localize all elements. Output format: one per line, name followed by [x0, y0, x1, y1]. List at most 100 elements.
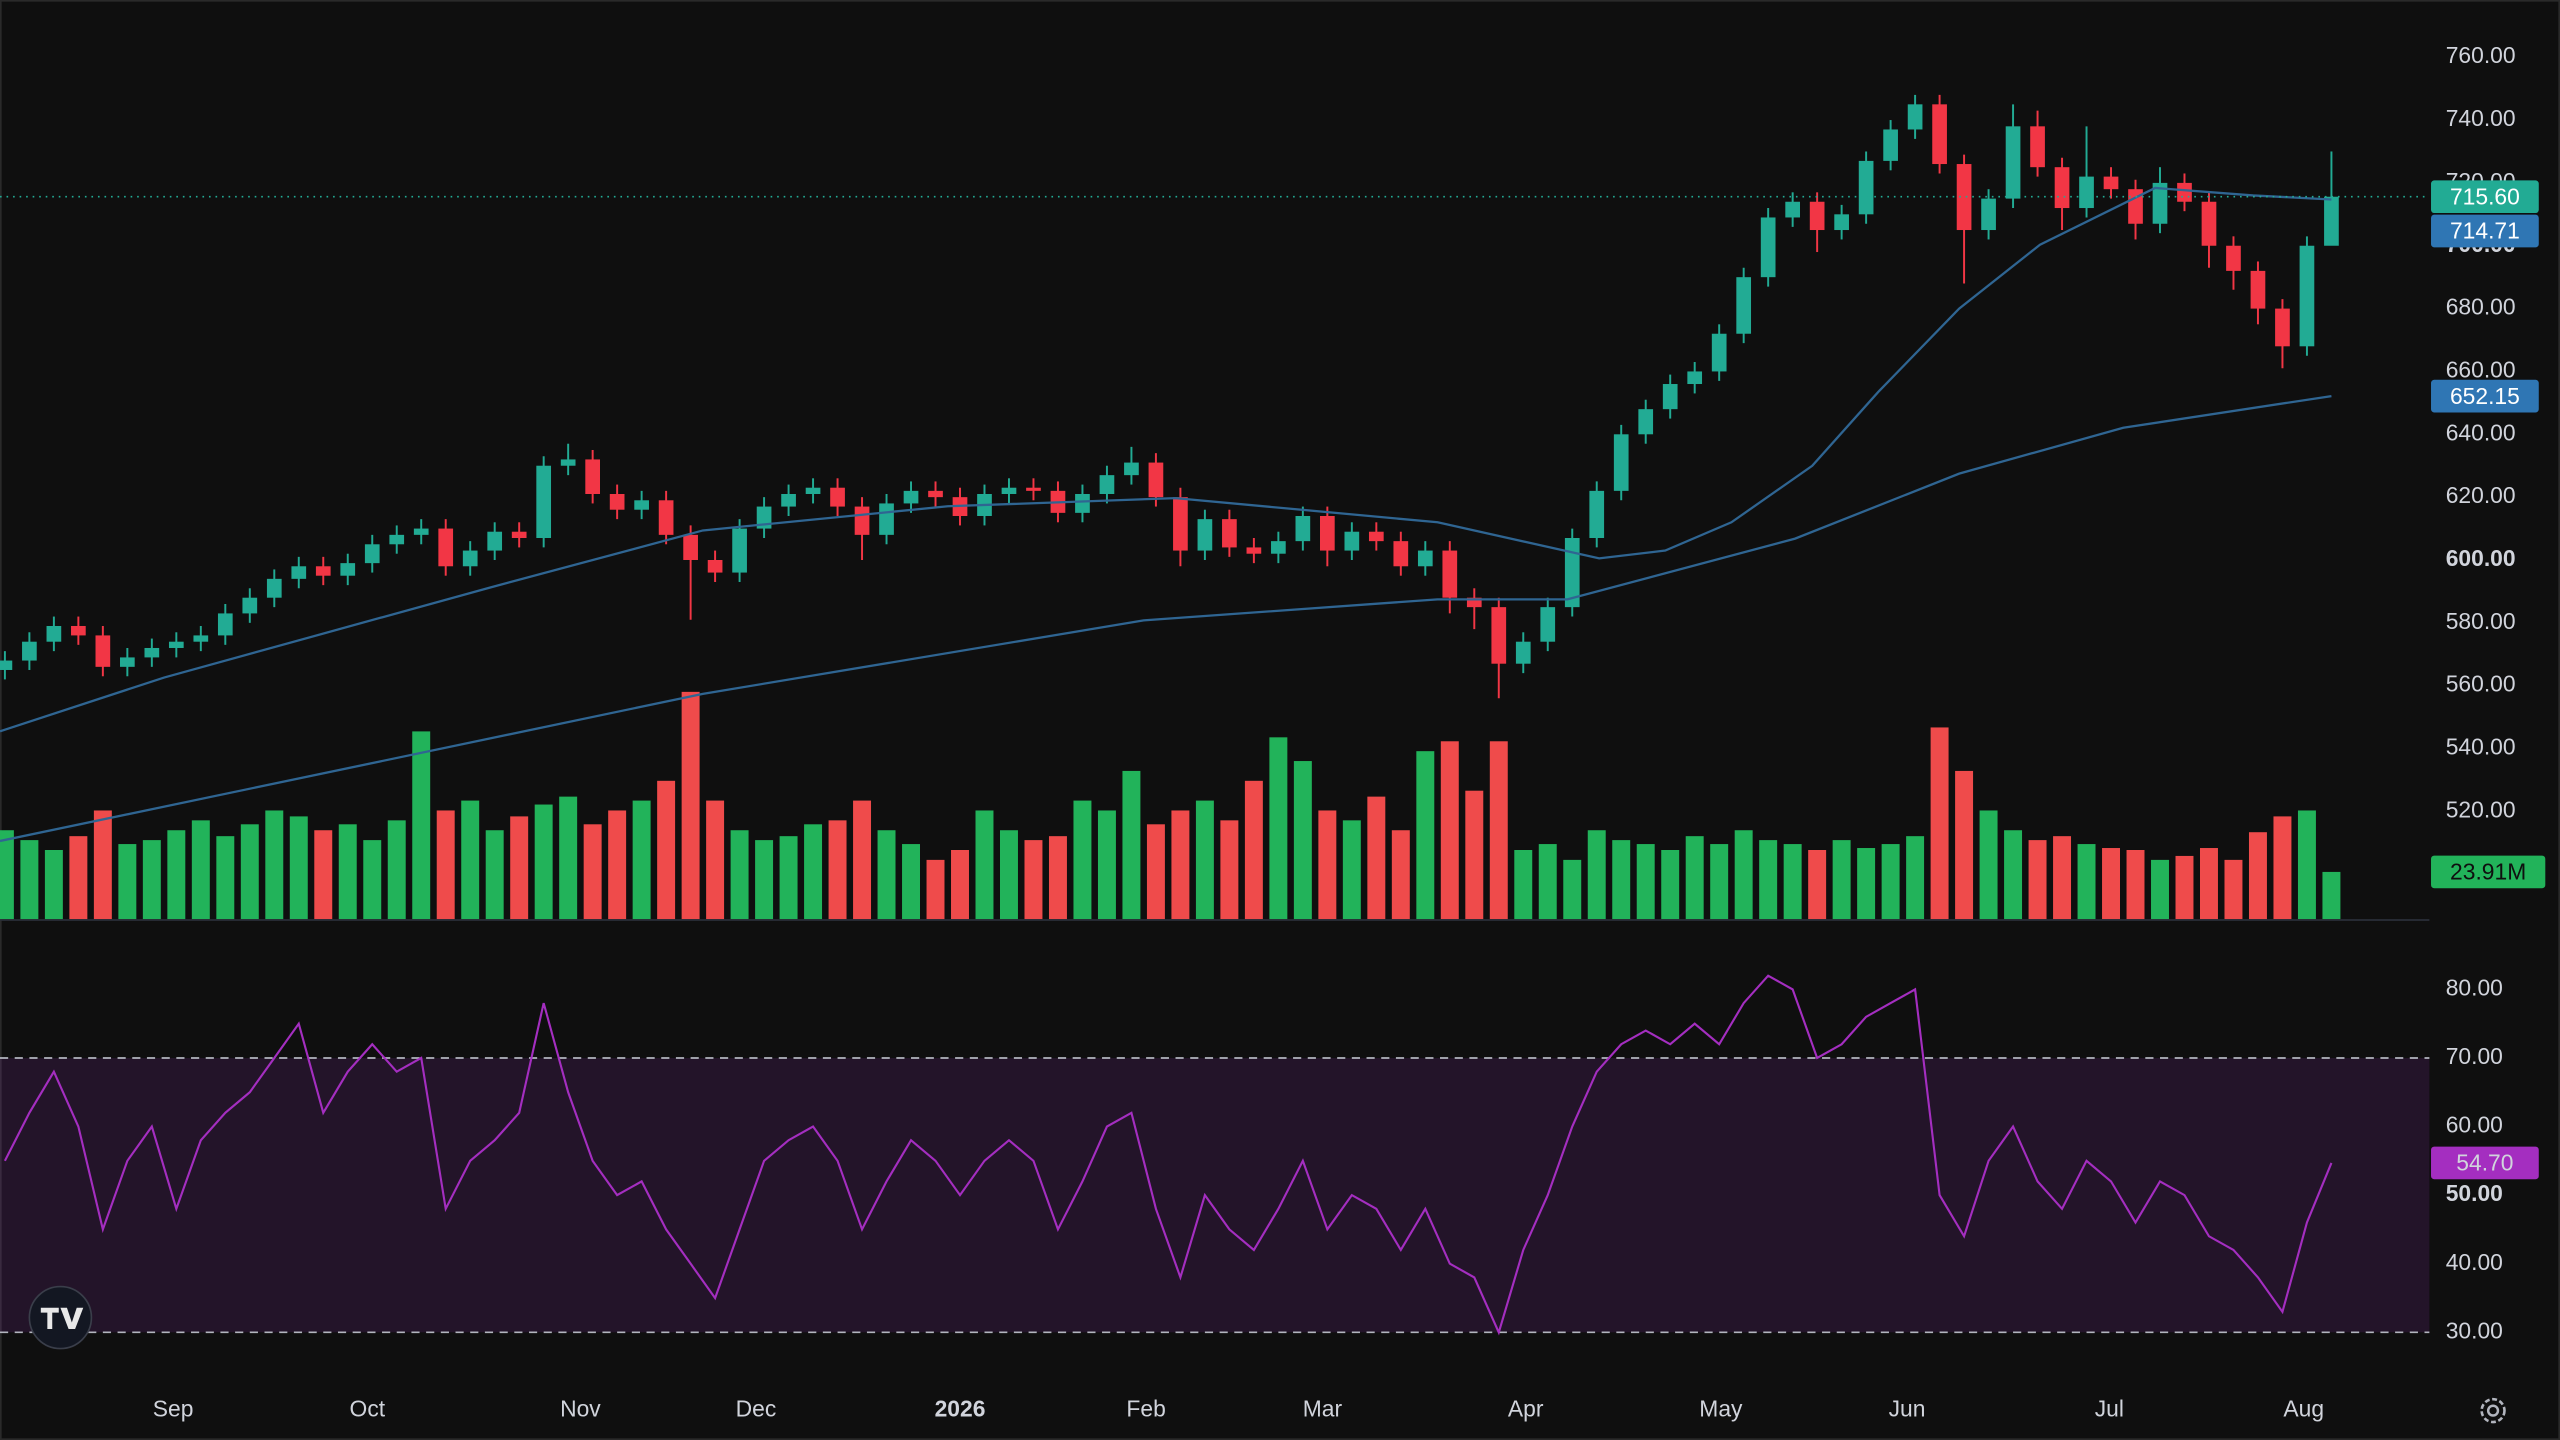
candle-body: [1295, 515, 1311, 542]
candle-body: [1466, 597, 1482, 608]
volume-bar: [1587, 830, 1606, 920]
candle-body: [1124, 462, 1139, 476]
volume-bar: [1906, 836, 1925, 920]
logo[interactable]: [28, 1285, 93, 1350]
candle-body: [168, 641, 184, 648]
settings-icon[interactable]: [2480, 1397, 2506, 1424]
volume-bar: [1122, 770, 1141, 920]
y-tick-label: 640.00: [2446, 419, 2516, 445]
volume-bar: [2248, 832, 2267, 920]
volume-bar: [583, 824, 602, 920]
rsi-line: [3, 974, 2333, 1336]
volume-bar: [730, 830, 749, 920]
volume-bar: [167, 830, 186, 920]
volume-bar: [755, 840, 774, 920]
candle-body: [2128, 189, 2143, 224]
volume-bar: [2028, 840, 2047, 920]
volume-bar: [2126, 849, 2145, 920]
candle-body: [120, 657, 135, 667]
price-label-bg: [2431, 180, 2539, 214]
volume-bar: [510, 816, 529, 920]
candle-body: [2103, 176, 2119, 190]
volume-bar: [2004, 830, 2023, 920]
candle-body: [560, 459, 576, 466]
price-label: 714.71: [2450, 218, 2520, 244]
volume-bar: [1244, 780, 1263, 920]
candle-body: [805, 487, 821, 495]
rsi-tick-label: 80.00: [2446, 974, 2503, 1000]
volume-bar: [632, 800, 651, 920]
candle-body: [46, 625, 62, 642]
volume-bar: [2297, 810, 2316, 920]
candle-body: [707, 559, 723, 573]
rsi-tick-label: 70.00: [2446, 1043, 2503, 1069]
candle-body: [1491, 607, 1507, 664]
plot-layer: 23.91M 520.00 540.00 560.00 580.00 600.00 620.…: [0, 42, 2546, 1422]
volume-label-bg: [2431, 855, 2546, 889]
candle-body: [1344, 531, 1360, 551]
candle-body: [1222, 519, 1237, 548]
volume-bar: [1563, 859, 1582, 920]
volume-bar: [191, 820, 210, 920]
volume-bar: [93, 810, 112, 920]
candle-body: [1613, 434, 1629, 491]
volume-bar: [314, 830, 333, 920]
volume-bar: [2077, 844, 2096, 920]
volume-bar: [1465, 790, 1484, 920]
candle-body: [1932, 104, 1947, 165]
volume-bar: [2322, 871, 2341, 920]
volume-bar: [20, 840, 39, 920]
y-tick-label: 680.00: [2446, 294, 2516, 320]
volume-bar: [1930, 727, 1949, 920]
volume-bar: [118, 844, 137, 920]
candle-body: [1858, 160, 1874, 215]
candle-body: [1589, 490, 1605, 538]
candle-body: [609, 494, 625, 510]
candle-body: [1883, 129, 1898, 161]
candle-body: [217, 613, 233, 636]
volume-bar: [1318, 810, 1337, 920]
volume-bar: [1073, 800, 1092, 920]
rsi-tick-label: 40.00: [2446, 1249, 2503, 1275]
volume-bar: [804, 824, 823, 920]
candle-body: [2250, 270, 2266, 309]
rsi-label: 54.70: [2456, 1150, 2513, 1176]
volume-bar: [1097, 810, 1116, 920]
volume-bar: [1685, 836, 1704, 920]
volume-bar: [1171, 810, 1190, 920]
x-tick-label: Dec: [736, 1396, 777, 1422]
candle-body: [1687, 371, 1703, 385]
volume-bar: [1342, 820, 1361, 920]
volume-bar: [1367, 796, 1386, 920]
y-tick-label: 620.00: [2446, 482, 2516, 508]
volume-bar: [559, 796, 578, 920]
volume-bar: [681, 691, 700, 920]
volume-bar: [951, 849, 969, 920]
candle-body: [903, 490, 919, 504]
volume-bar: [1734, 830, 1753, 920]
volume-bar: [387, 820, 406, 920]
candle-body: [1662, 384, 1678, 410]
x-tick-label: 2026: [935, 1396, 986, 1422]
candle-body: [781, 494, 796, 507]
y-tick-label: 660.00: [2446, 356, 2516, 382]
candle-body: [634, 500, 649, 510]
candle-body: [2275, 308, 2290, 347]
candle-body: [1271, 541, 1286, 554]
candle-body: [1638, 409, 1654, 435]
x-tick-label: Apr: [1508, 1396, 1544, 1422]
volume-bar: [142, 840, 161, 920]
volume-bar: [265, 810, 284, 920]
candle-body: [1736, 277, 1752, 334]
candle-body: [1320, 515, 1335, 551]
volume-bar: [706, 800, 725, 920]
logo-circle[interactable]: [28, 1285, 93, 1350]
volume-bar: [1857, 848, 1876, 920]
volume-bar: [1783, 844, 1802, 920]
moving-average: [0, 186, 2332, 733]
volume-bar: [1636, 844, 1655, 920]
x-tick-label: May: [1699, 1396, 1743, 1422]
candle-body: [732, 528, 747, 573]
